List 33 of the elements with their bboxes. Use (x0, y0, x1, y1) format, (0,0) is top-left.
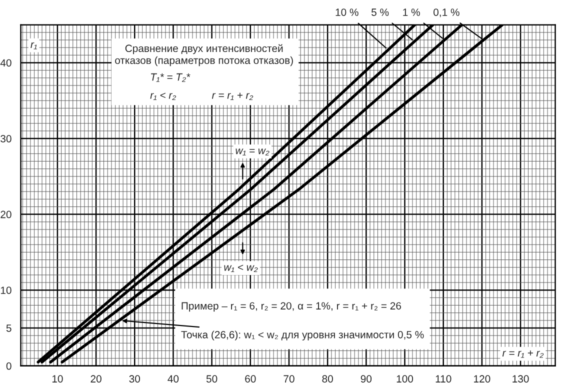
y-tick-label: 5 (6, 324, 12, 332)
y-axis-title: r₁ (30, 42, 37, 50)
annotation: w₁ < w₂ (224, 264, 258, 272)
annotation: Сравнение двух интенсивностей отказов (параметров потока отказов) (115, 44, 293, 66)
annotation: Пример – r₁ = 6, r₂ = 20, α = 1%, r = r₁ + r₂ = 26 (182, 302, 402, 312)
y-tick-label: 30 (0, 135, 12, 142)
x-tick-label: 110 (436, 375, 452, 383)
text: 0,1 % (434, 8, 460, 18)
x-tick-label: 10 (52, 375, 63, 383)
x-tick-label: 40 (168, 375, 179, 383)
text: 1 % (403, 8, 420, 16)
y-tick-label: 0 (6, 362, 12, 370)
text: 10 % (336, 8, 358, 16)
y-tick-label: 40 (0, 59, 12, 67)
x-tick-label: 100 (396, 375, 414, 383)
x-tick-label: 130 (512, 375, 529, 383)
text: 5 % (372, 8, 389, 16)
y-tick-label: 10 (0, 286, 12, 294)
x-tick-label: 120 (474, 375, 490, 383)
annotation: T₁* = T₂* (151, 73, 190, 82)
annotation: Точка (26,6): w₁ < w₂ для уровня значимости 0,5 % (181, 330, 424, 340)
x-tick-label: 80 (322, 375, 333, 383)
x-tick-label: 60 (245, 375, 256, 383)
x-tick-label: 70 (284, 375, 294, 383)
y-tick-label: 20 (0, 210, 12, 218)
x-tick-label: 30 (129, 375, 140, 383)
annotation: r = r₁ + r₂ (212, 92, 254, 100)
x-axis-title: r = r₁ + r₂ (502, 350, 544, 358)
x-tick-label: 20 (90, 375, 102, 383)
annotation: r₁ < r₂ (150, 92, 176, 100)
annotation: w₁ = w₂ (236, 148, 270, 156)
x-tick-label: 50 (206, 375, 218, 383)
x-tick-label: 90 (360, 375, 372, 383)
